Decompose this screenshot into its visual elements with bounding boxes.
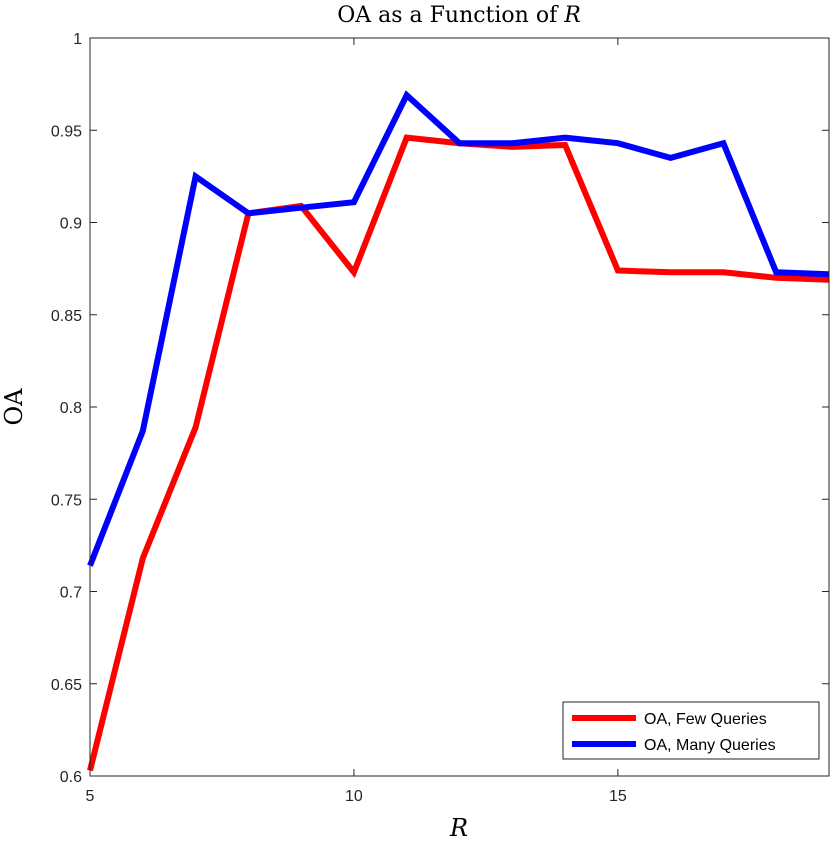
x-tick-label: 5 [86, 788, 95, 805]
legend-label-few-queries: OA, Few Queries [644, 711, 767, 728]
legend-box [562, 701, 820, 760]
plot-area-frame [89, 37, 830, 777]
y-tick-label: 0.7 [60, 585, 82, 602]
y-tick-label: 0.8 [60, 400, 82, 417]
y-tick-label: 0.85 [51, 308, 82, 325]
y-tick-label: 0.65 [51, 677, 82, 694]
y-tick-label: 0.9 [60, 216, 82, 233]
chart-title: OA as a Function of R [337, 3, 581, 28]
legend: OA, Few Queries OA, Many Queries [562, 701, 820, 760]
legend-label-many-queries: OA, Many Queries [644, 737, 776, 754]
series-line-few-queries [87, 134, 830, 772]
y-tick-label: 0.95 [51, 123, 82, 140]
y-tick-label: 0.75 [51, 492, 82, 509]
y-tick-label: 1 [73, 31, 82, 48]
series-layer [87, 90, 830, 772]
series-line-many-queries [87, 90, 830, 567]
x-tick-label: 15 [609, 788, 627, 805]
x-tick-label: 10 [345, 788, 363, 805]
x-axis-ticks: 5 10 15 [86, 38, 627, 805]
x-axis-label: R [449, 814, 468, 841]
y-tick-label: 0.6 [60, 769, 82, 786]
y-axis-ticks: 0.6 0.65 0.7 0.75 0.8 0.85 0.9 0.95 1 [51, 31, 829, 786]
y-axis-label: OA [0, 388, 28, 426]
